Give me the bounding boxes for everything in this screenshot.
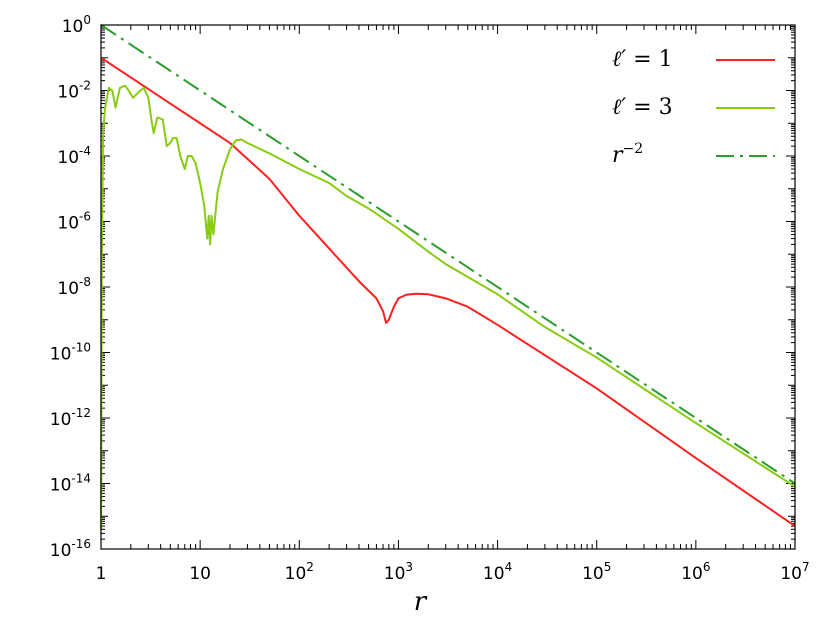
- legend-label-0: ℓ′ = 1: [612, 47, 673, 72]
- y-tick-label: 10-4: [57, 144, 91, 168]
- plot-frame: [100, 24, 796, 550]
- legend-label-2: r−2: [612, 141, 643, 168]
- y-tick-label: 10-14: [50, 472, 91, 496]
- series-layer: [100, 24, 796, 530]
- x-tick-label: 1: [96, 564, 107, 584]
- series-line-0: [100, 56, 796, 527]
- legend: ℓ′ = 1 ℓ′ = 3 r−2: [612, 47, 775, 168]
- legend-label-1: ℓ′ = 3: [612, 95, 673, 120]
- x-tick-label: 107: [780, 560, 809, 584]
- y-tick-label: 10-10: [50, 341, 91, 365]
- y-axis-ticks: 100 10-2 10-4 10-6 10-8 10-10 10-12 10-14 10-16: [50, 13, 795, 561]
- x-tick-label: 103: [384, 560, 413, 584]
- y-tick-label: 10-12: [50, 406, 91, 430]
- x-tick-label: 102: [285, 560, 314, 584]
- x-tick-label: 105: [582, 560, 611, 584]
- y-tick-label: 10-6: [57, 210, 91, 234]
- y-tick-label: 10-2: [57, 79, 91, 103]
- x-tick-label: 104: [483, 560, 512, 584]
- x-axis-label: r: [414, 587, 428, 617]
- series-line-2: [100, 24, 796, 485]
- series-line-1: [100, 84, 796, 530]
- x-axis-ticks: 1 10 102 103 104 105 106 107: [96, 25, 810, 584]
- y-tick-label: 100: [62, 13, 91, 37]
- x-tick-label: 106: [681, 560, 710, 584]
- y-tick-label: 10-8: [57, 275, 91, 299]
- y-tick-label: 10-16: [50, 537, 91, 561]
- x-tick-label: 10: [189, 564, 211, 584]
